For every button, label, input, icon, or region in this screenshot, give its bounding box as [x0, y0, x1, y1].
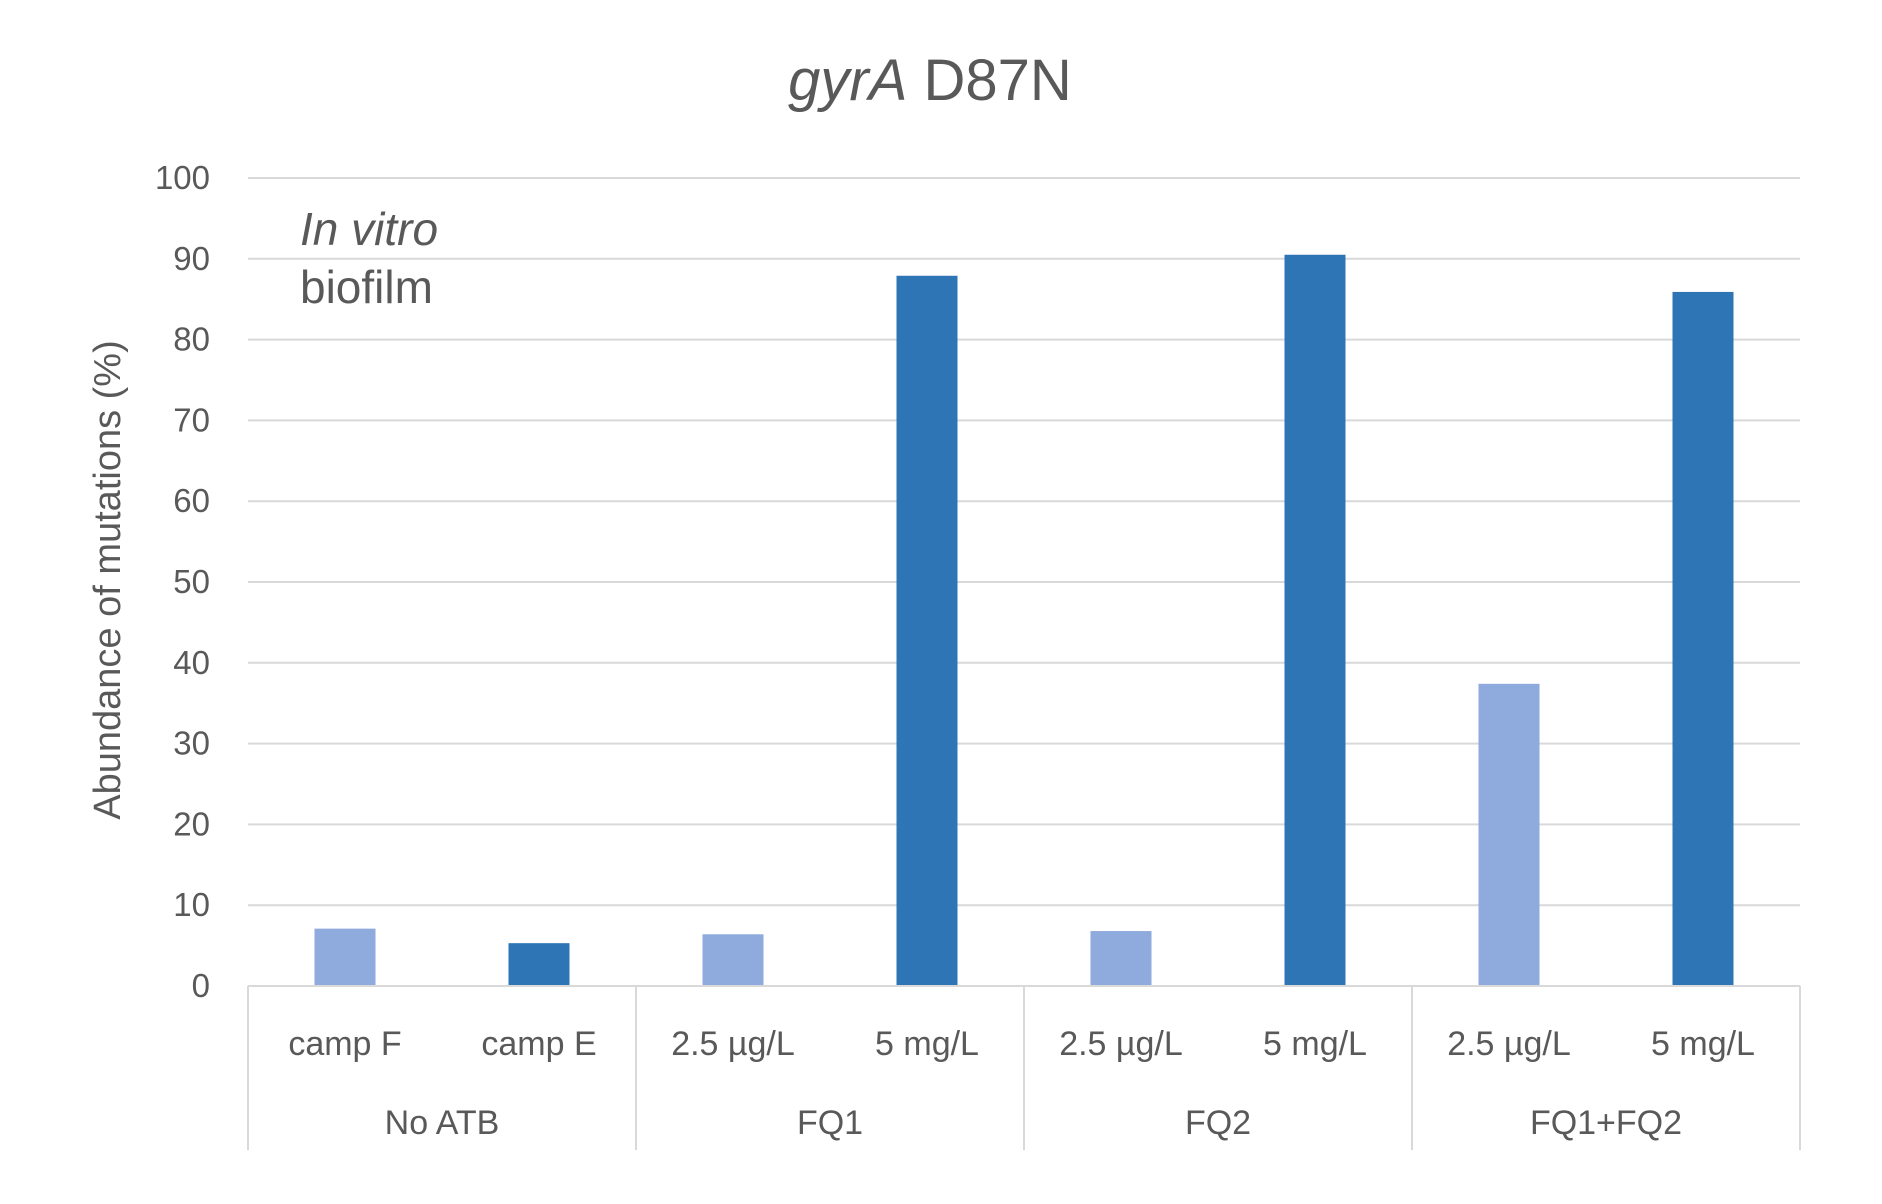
y-tick-label: 10	[173, 886, 210, 923]
bar	[896, 275, 958, 986]
group-labels: No ATB FQ1 FQ2 FQ1+FQ2	[385, 1104, 1682, 1142]
bar	[508, 943, 570, 986]
annotation-line1: In vitro	[300, 203, 438, 255]
group-label: FQ1+FQ2	[1530, 1104, 1682, 1142]
y-tick-label: 60	[173, 482, 210, 519]
chart-title-italic: gyrA	[788, 48, 907, 113]
x-axis	[247, 985, 1801, 1150]
y-tick-labels: 0 10 20 30 40 50 60 70 80 90 100	[155, 159, 210, 1004]
y-tick-label: 100	[155, 159, 210, 196]
y-tick-label: 20	[173, 805, 210, 842]
bars	[314, 254, 1734, 987]
bar	[1478, 683, 1540, 986]
gridlines	[248, 177, 1800, 907]
group-label: FQ1	[797, 1104, 863, 1142]
y-tick-label: 90	[173, 240, 210, 277]
y-tick-label: 0	[192, 967, 210, 1004]
bar	[314, 928, 376, 986]
y-tick-label: 50	[173, 563, 210, 600]
category-label: 2.5 µg/L	[671, 1025, 795, 1063]
y-tick-label: 80	[173, 321, 210, 358]
category-labels: camp F camp E 2.5 µg/L 5 mg/L 2.5 µg/L 5 mg/L…	[288, 1025, 1755, 1063]
category-label: 5 mg/L	[1651, 1025, 1755, 1063]
group-label: No ATB	[385, 1104, 500, 1142]
group-label: FQ2	[1185, 1104, 1251, 1142]
category-label: camp E	[481, 1025, 596, 1063]
category-label: 2.5 µg/L	[1059, 1025, 1183, 1063]
category-label: 2.5 µg/L	[1447, 1025, 1571, 1063]
category-label: 5 mg/L	[875, 1025, 979, 1063]
y-axis-title: Abundance of mutations (%)	[87, 340, 129, 820]
y-tick-label: 30	[173, 725, 210, 762]
bar	[1284, 254, 1346, 986]
bar	[1672, 291, 1734, 987]
category-label: 5 mg/L	[1263, 1025, 1367, 1063]
category-label: camp F	[288, 1025, 401, 1063]
y-tick-label: 40	[173, 644, 210, 681]
bar	[702, 934, 764, 986]
chart-title-rest: D87N	[907, 48, 1071, 113]
chart-title: gyrA D87N	[788, 48, 1072, 113]
annotation-line2: biofilm	[300, 261, 433, 313]
y-tick-label: 70	[173, 401, 210, 438]
bar	[1090, 931, 1152, 986]
